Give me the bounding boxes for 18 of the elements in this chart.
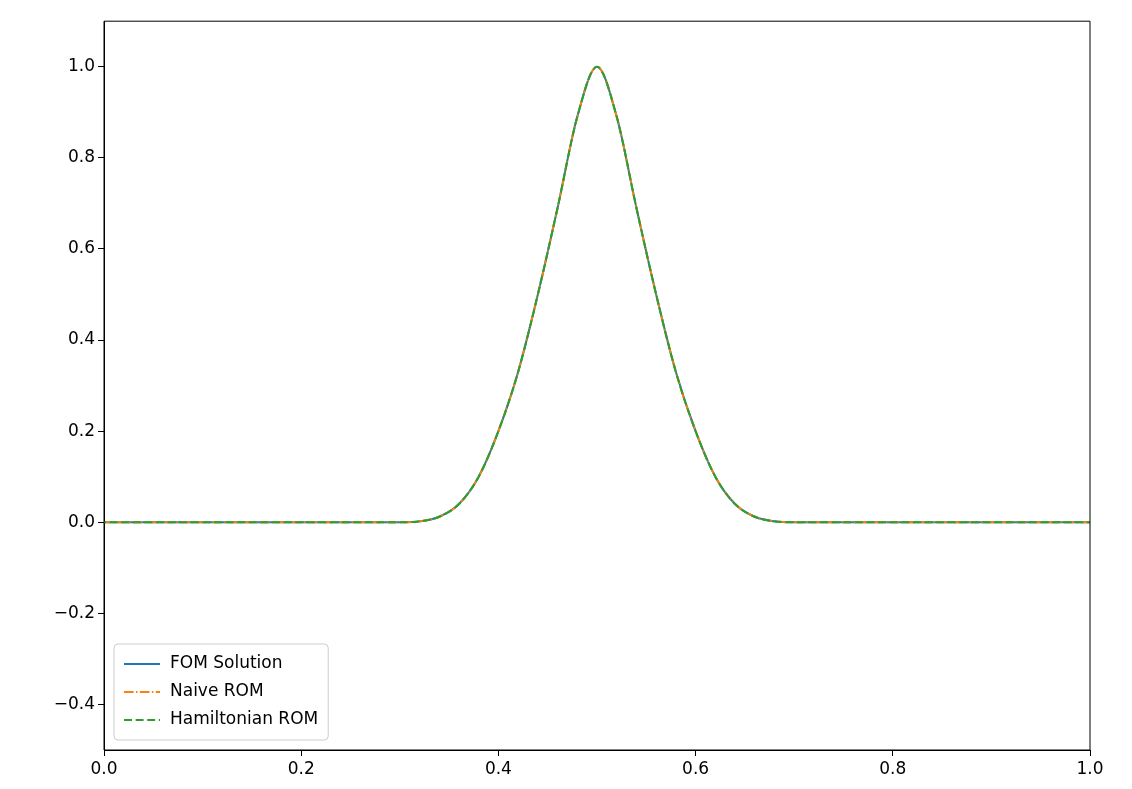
- y-tick-label: 0.2: [67, 419, 95, 440]
- x-tick-label: 0.2: [287, 757, 315, 778]
- y-tick-label: 0.8: [67, 146, 95, 167]
- y-tick-label: −0.2: [53, 601, 95, 622]
- x-tick-label: 1.0: [1076, 757, 1104, 778]
- legend-label: Hamiltonian ROM: [170, 708, 319, 729]
- legend-label: FOM Solution: [170, 652, 283, 673]
- line-series: [104, 65, 1090, 524]
- y-tick-label: −0.4: [53, 692, 95, 713]
- y-tick-label: 0.6: [67, 237, 95, 258]
- x-tick-label: 0.4: [484, 757, 512, 778]
- y-tick-label: 1.0: [67, 55, 95, 76]
- x-tick-label: 0.8: [879, 757, 907, 778]
- y-tick-label: 0.0: [67, 510, 95, 531]
- legend-label: Naive ROM: [170, 680, 264, 701]
- y-tick-label: 0.4: [67, 328, 95, 349]
- x-tick-label: 0.6: [682, 757, 710, 778]
- x-tick-label: 0.0: [90, 757, 118, 778]
